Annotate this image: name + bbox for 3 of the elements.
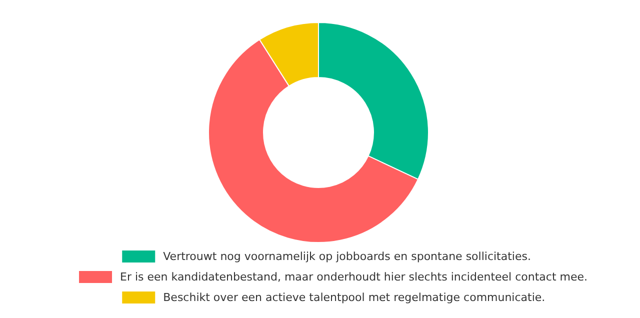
legend-label: Er is een kandidatenbestand, maar onderhoudt hier slechts incidenteel contact mee. (120, 270, 588, 284)
legend-label: Vertrouwt nog voornamelijk op jobboards en spontane sollicitaties. (163, 250, 531, 263)
legend-label: Beschikt over een actieve talentpool met regelmatige communicatie. (163, 291, 546, 304)
